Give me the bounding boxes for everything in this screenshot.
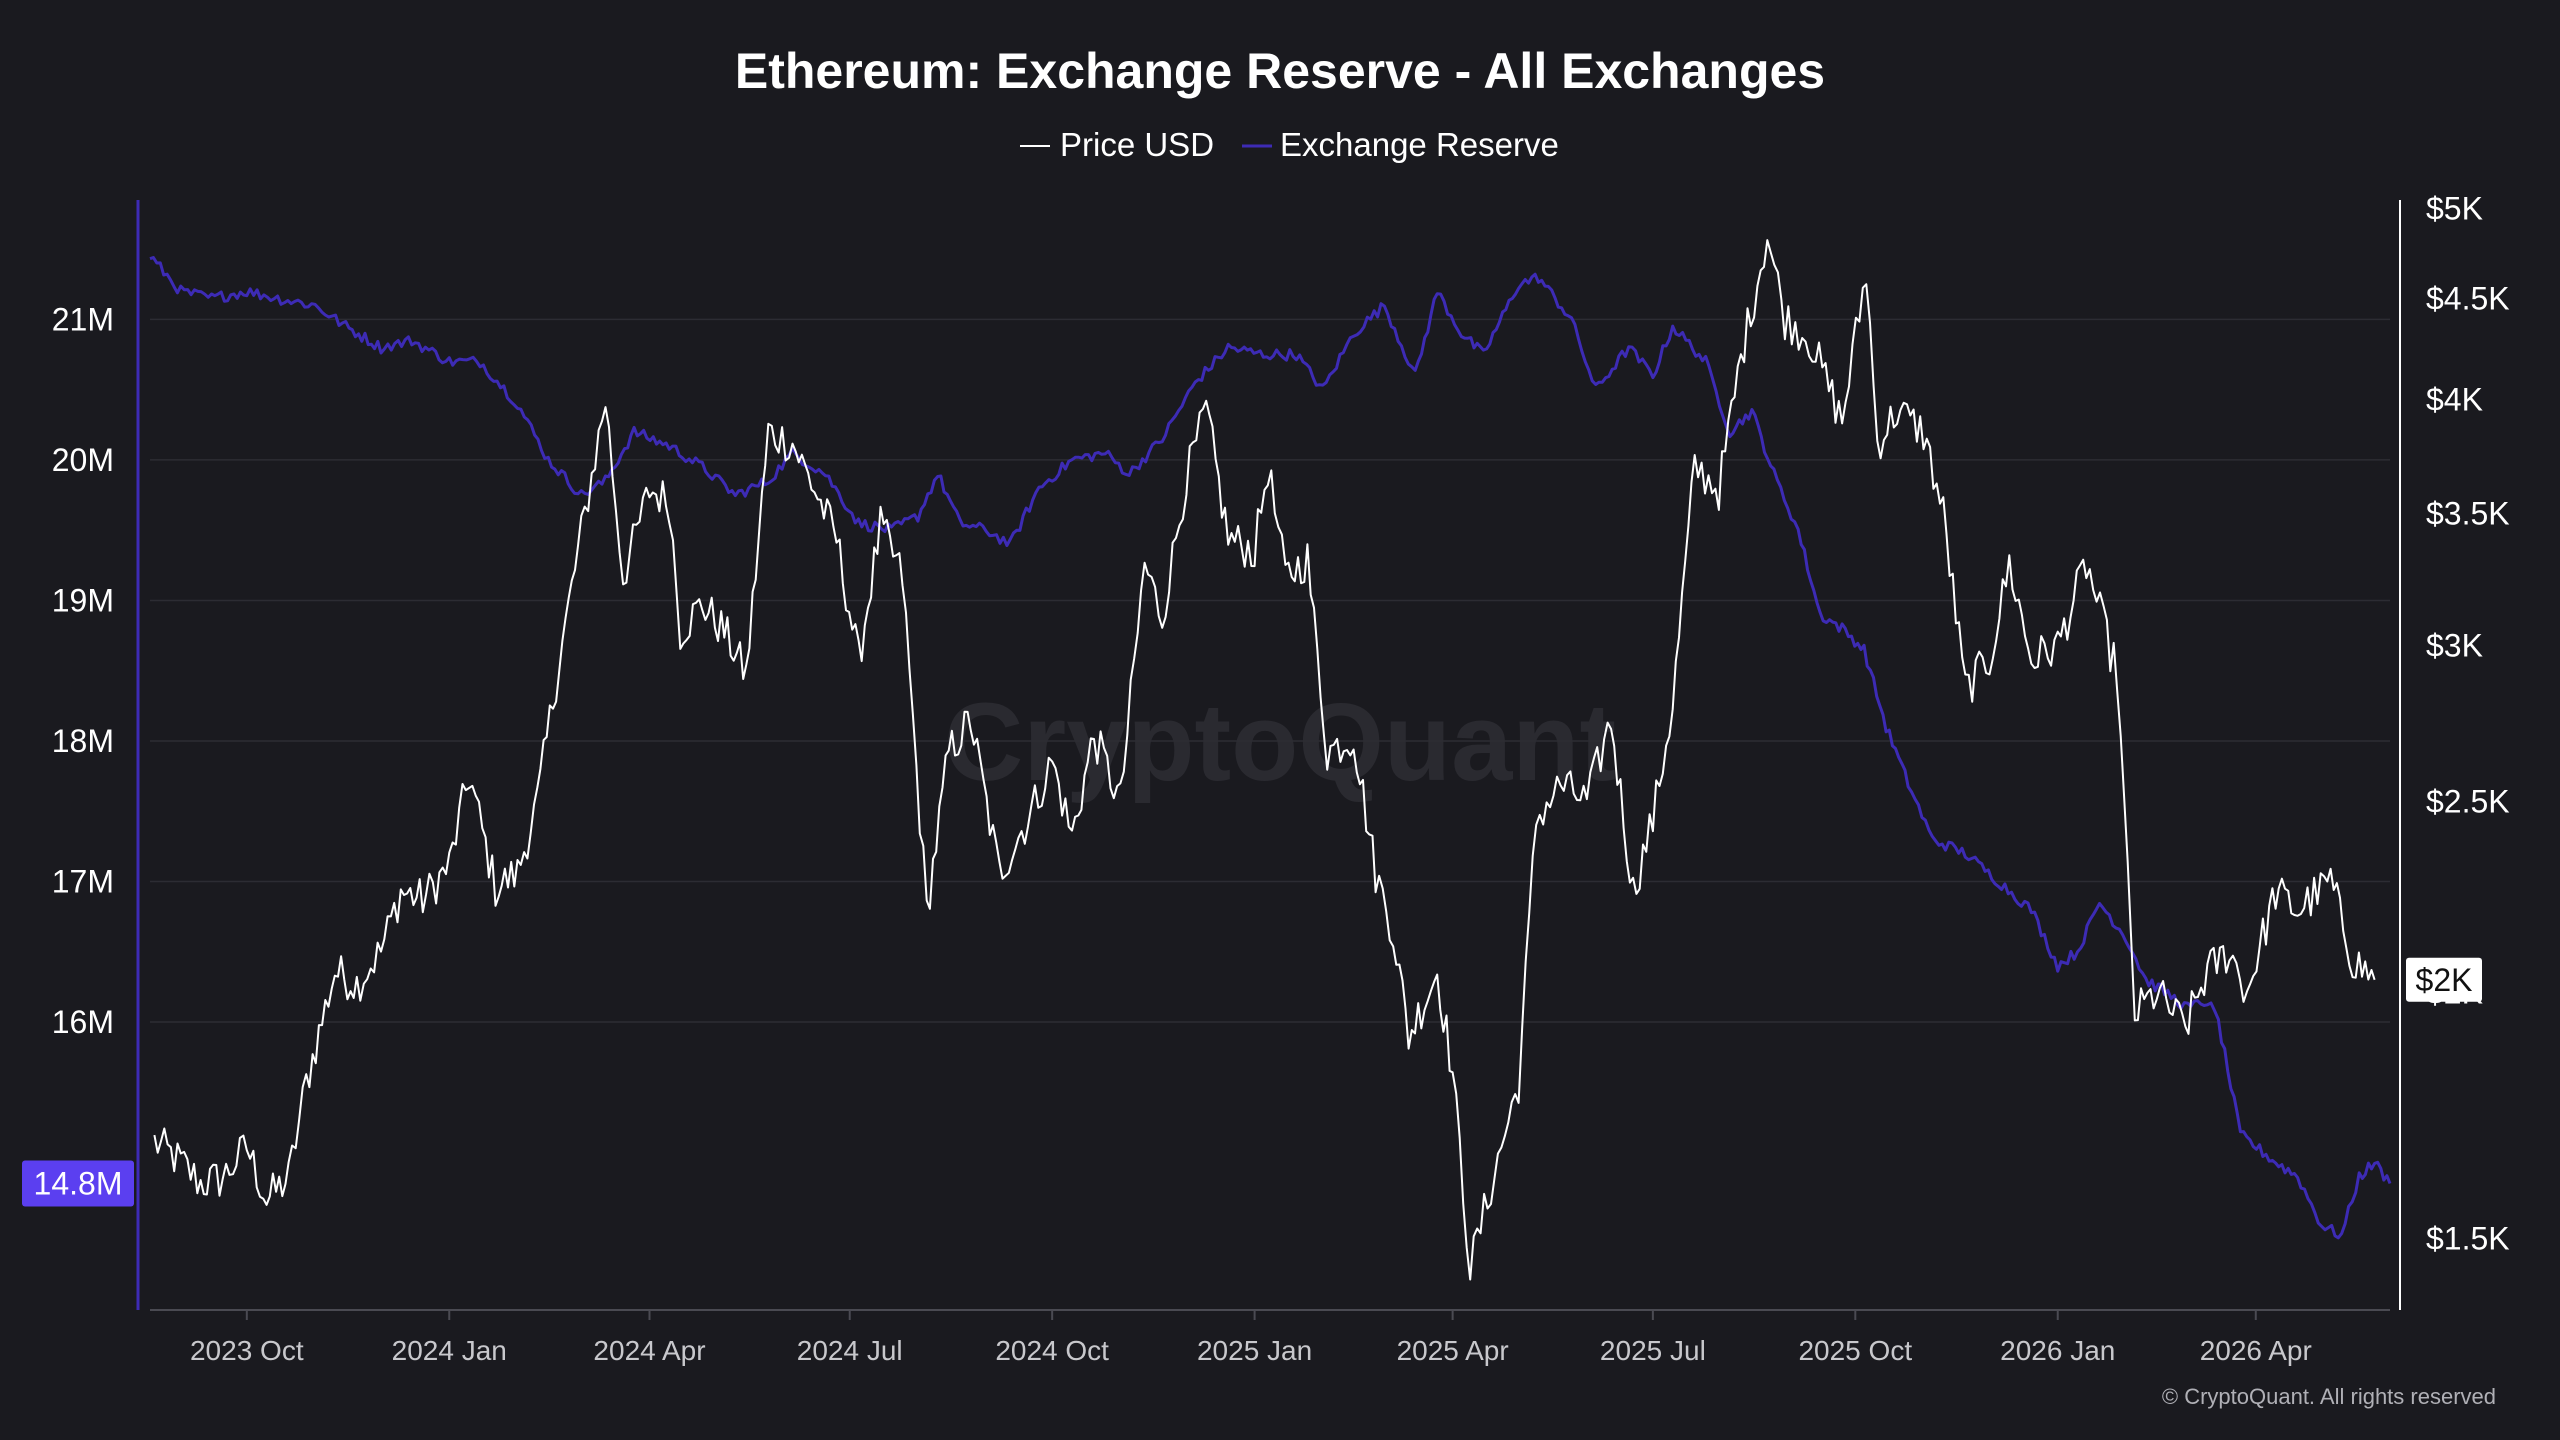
- right-tick-label: $5K: [2426, 191, 2483, 227]
- watermark: CryptoQuant: [944, 681, 1616, 804]
- x-tick-label: 2025 Apr: [1397, 1335, 1509, 1366]
- left-tick-label: 18M: [52, 723, 114, 759]
- right-current-value: $2K: [2416, 962, 2473, 998]
- left-tick-label: 16M: [52, 1004, 114, 1040]
- x-tick-label: 2025 Jul: [1600, 1335, 1706, 1366]
- right-tick-label: $1.5K: [2426, 1221, 2510, 1257]
- left-axis-ticks: 21M 20M 19M 18M 17M 16M: [52, 301, 114, 1040]
- left-current-badge: 14.8M: [22, 1160, 134, 1207]
- right-current-badge-bg: [2406, 957, 2482, 1002]
- left-tick-label: 20M: [52, 442, 114, 478]
- right-tick-label: $3K: [2426, 628, 2483, 664]
- x-tick-label: 2024 Apr: [593, 1335, 705, 1366]
- x-tick-label: 2024 Oct: [995, 1335, 1109, 1366]
- legend-label-reserve: Exchange Reserve: [1280, 126, 1559, 163]
- right-axis-ticks: $5K$4.5K$4K$3.5K$3K$2.5K$2K$1.5K: [2426, 191, 2510, 1257]
- right-current-badge: $2K: [2406, 957, 2482, 1002]
- x-tick-label: 2026 Apr: [2200, 1335, 2312, 1366]
- copyright: © CryptoQuant. All rights reserved: [2162, 1384, 2496, 1409]
- legend-label-price: Price USD: [1060, 126, 1214, 163]
- grid: [150, 318, 2390, 1023]
- left-current-value: 14.8M: [34, 1166, 123, 1202]
- x-tick-label: 2023 Oct: [190, 1335, 304, 1366]
- x-tick-label: 2024 Jul: [797, 1335, 903, 1366]
- x-tick-label: 2024 Jan: [392, 1335, 507, 1366]
- left-tick-label: 21M: [52, 301, 114, 337]
- left-current-badge-bg: [22, 1160, 134, 1207]
- right-tick-label: $3.5K: [2426, 496, 2510, 532]
- right-tick-label: $4K: [2426, 381, 2483, 417]
- x-tick-label: 2025 Oct: [1798, 1335, 1912, 1366]
- series-line-exchange-reserve: [149, 256, 2392, 1240]
- series-line-price-usd: [153, 239, 2376, 1281]
- legend-item-price[interactable]: Price USD: [1020, 126, 1214, 163]
- x-tick-label: 2025 Jan: [1197, 1335, 1312, 1366]
- right-tick-label: $4.5K: [2426, 281, 2510, 317]
- right-tick-label: $2.5K: [2426, 784, 2510, 820]
- x-tick-label: 2026 Jan: [2000, 1335, 2115, 1366]
- chart-title: Ethereum: Exchange Reserve - All Exchang…: [735, 43, 1825, 99]
- legend-item-reserve[interactable]: Exchange Reserve: [1242, 126, 1559, 163]
- x-axis-ticks: 2023 Oct 2024 Jan 2024 Apr 2024 Jul 2024 Oct…: [190, 1310, 2312, 1366]
- left-tick-label: 17M: [52, 863, 114, 899]
- left-tick-label: 19M: [52, 582, 114, 618]
- legend: Price USD Exchange Reserve: [1020, 126, 1559, 163]
